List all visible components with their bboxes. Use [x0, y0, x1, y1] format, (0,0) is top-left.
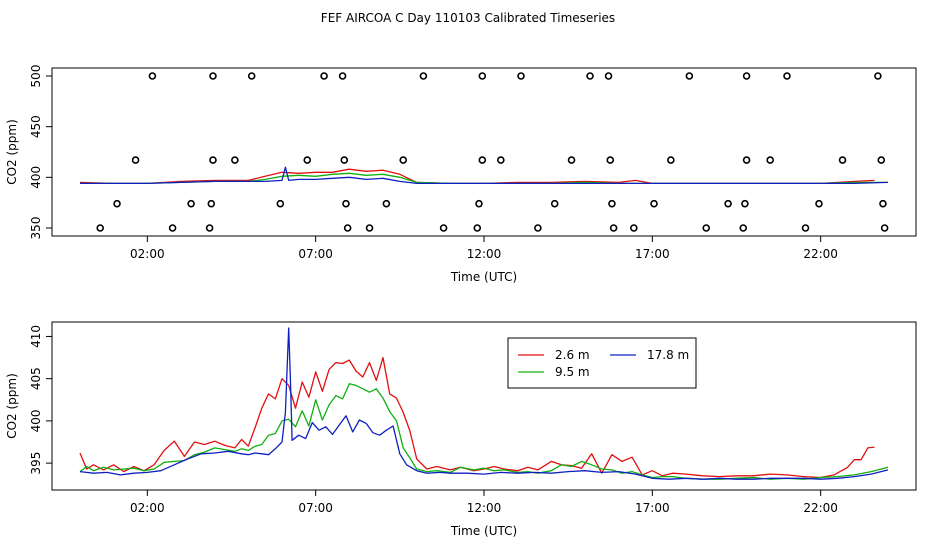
calibration-point	[741, 199, 749, 208]
bottom-x-tick-label: 22:00	[803, 501, 838, 515]
chart-title: FEF AIRCOA C Day 110103 Calibrated Times…	[321, 11, 615, 25]
bottom-x-tick-label: 02:00	[130, 501, 165, 515]
bottom-y-tick-label: 405	[29, 367, 43, 390]
calibration-point	[340, 156, 349, 164]
calibration-point	[439, 224, 448, 232]
calibration-point	[207, 199, 216, 208]
calibration-point	[276, 199, 285, 208]
calibration-point	[534, 224, 542, 232]
calibration-point	[478, 156, 487, 164]
top-x-tick-label: 17:00	[635, 247, 670, 261]
top-y-axis-label: CO2 (ppm)	[5, 119, 19, 185]
calibration-point	[874, 72, 882, 80]
calibration-point	[630, 224, 638, 232]
calibration-point	[517, 72, 525, 80]
bottom-y-tick-label: 410	[29, 325, 43, 348]
calibration-point	[343, 224, 352, 232]
calibration-point	[604, 72, 613, 80]
calibration-point	[724, 199, 732, 208]
bottom-x-tick-label: 12:00	[467, 501, 502, 515]
calibration-point	[801, 224, 810, 232]
calibration-point	[475, 199, 483, 208]
calibration-point	[742, 156, 751, 164]
top-x-axis-label: Time (UTC)	[450, 270, 517, 284]
bottom-axes: 02:00 07:00 12:00 17:00 22:00 395 400 405 410	[29, 325, 838, 515]
top-x-tick-label: 22:00	[803, 247, 838, 261]
calibration-point	[365, 224, 374, 232]
calibration-point	[685, 72, 694, 80]
calibration-point	[113, 199, 121, 208]
top-x-tick-label: 12:00	[467, 247, 502, 261]
calibration-point	[497, 156, 505, 164]
bottom-x-tick-label: 17:00	[635, 501, 670, 515]
calibration-point	[205, 224, 214, 232]
calibration-point	[586, 72, 594, 80]
calibration-point	[609, 224, 618, 232]
calibration-point	[567, 156, 576, 164]
bottom-x-tick-label: 07:00	[298, 501, 333, 515]
legend-label-9-5m: 9.5 m	[555, 365, 590, 379]
bottom-y-axis-label: CO2 (ppm)	[5, 373, 19, 439]
calibration-point	[382, 199, 391, 208]
calibration-point	[608, 199, 616, 208]
calibration-point	[419, 72, 428, 80]
top-x-tick-label: 02:00	[130, 247, 165, 261]
calibration-point	[399, 156, 408, 164]
calibration-point	[131, 156, 140, 164]
calibration-point	[879, 199, 887, 208]
top-axes: 02:00 07:00 12:00 17:00 22:00 350 400 450 500	[29, 65, 838, 261]
top-plot-frame	[51, 67, 917, 237]
calibration-point	[606, 156, 615, 164]
calibration-point	[815, 199, 823, 208]
calibration-point	[168, 224, 177, 232]
legend-box	[507, 337, 697, 389]
calibration-point	[766, 156, 774, 164]
calibration-point	[473, 224, 482, 232]
calibration-point	[187, 199, 195, 208]
bottom-series-lines	[79, 327, 889, 480]
top-series-17-8-m	[80, 166, 889, 185]
calibration-point	[96, 224, 104, 232]
calibration-point	[209, 72, 217, 80]
calibration-point	[877, 156, 886, 164]
calibration-point	[550, 199, 559, 208]
top-y-tick-label: 450	[29, 115, 43, 138]
top-y-tick-label: 500	[29, 65, 43, 88]
top-x-tick-label: 07:00	[298, 247, 333, 261]
calibration-point	[702, 224, 711, 232]
bottom-series-2-6-m	[79, 356, 875, 479]
bottom-series-9-5-m	[79, 383, 889, 480]
calibration-point	[739, 224, 748, 232]
top-calibration-points	[96, 72, 889, 232]
calibration-point	[742, 72, 751, 80]
calibration-point	[320, 72, 328, 80]
calibration-point	[209, 156, 217, 164]
calibration-point	[303, 156, 312, 164]
legend-label-17-8m: 17.8 m	[647, 348, 689, 362]
top-series-lines	[79, 166, 889, 185]
top-panel: 02:00 07:00 12:00 17:00 22:00 350 400 450 500 Ti…	[5, 65, 917, 284]
calibration-point	[342, 199, 350, 208]
bottom-y-tick-label: 395	[29, 452, 43, 475]
calibration-point	[148, 72, 157, 80]
calibration-point	[783, 72, 791, 80]
calibration-point	[650, 199, 658, 208]
bottom-series-17-8-m	[79, 327, 889, 480]
calibration-point	[478, 72, 487, 80]
calibration-point	[338, 72, 347, 80]
legend: 2.6 m 9.5 m 17.8 m	[507, 337, 697, 389]
top-y-tick-label: 350	[29, 217, 43, 240]
calibration-point	[247, 72, 256, 80]
calibration-point	[880, 224, 889, 232]
top-y-tick-label: 400	[29, 166, 43, 189]
bottom-panel: 02:00 07:00 12:00 17:00 22:00 395 400 405 410 Ti…	[5, 321, 917, 538]
calibration-point	[838, 156, 847, 164]
bottom-plot-frame	[51, 321, 917, 491]
legend-label-2-6m: 2.6 m	[555, 348, 590, 362]
calibration-point	[231, 156, 239, 164]
bottom-x-axis-label: Time (UTC)	[450, 524, 517, 538]
bottom-y-tick-label: 400	[29, 409, 43, 432]
calibration-point	[667, 156, 675, 164]
